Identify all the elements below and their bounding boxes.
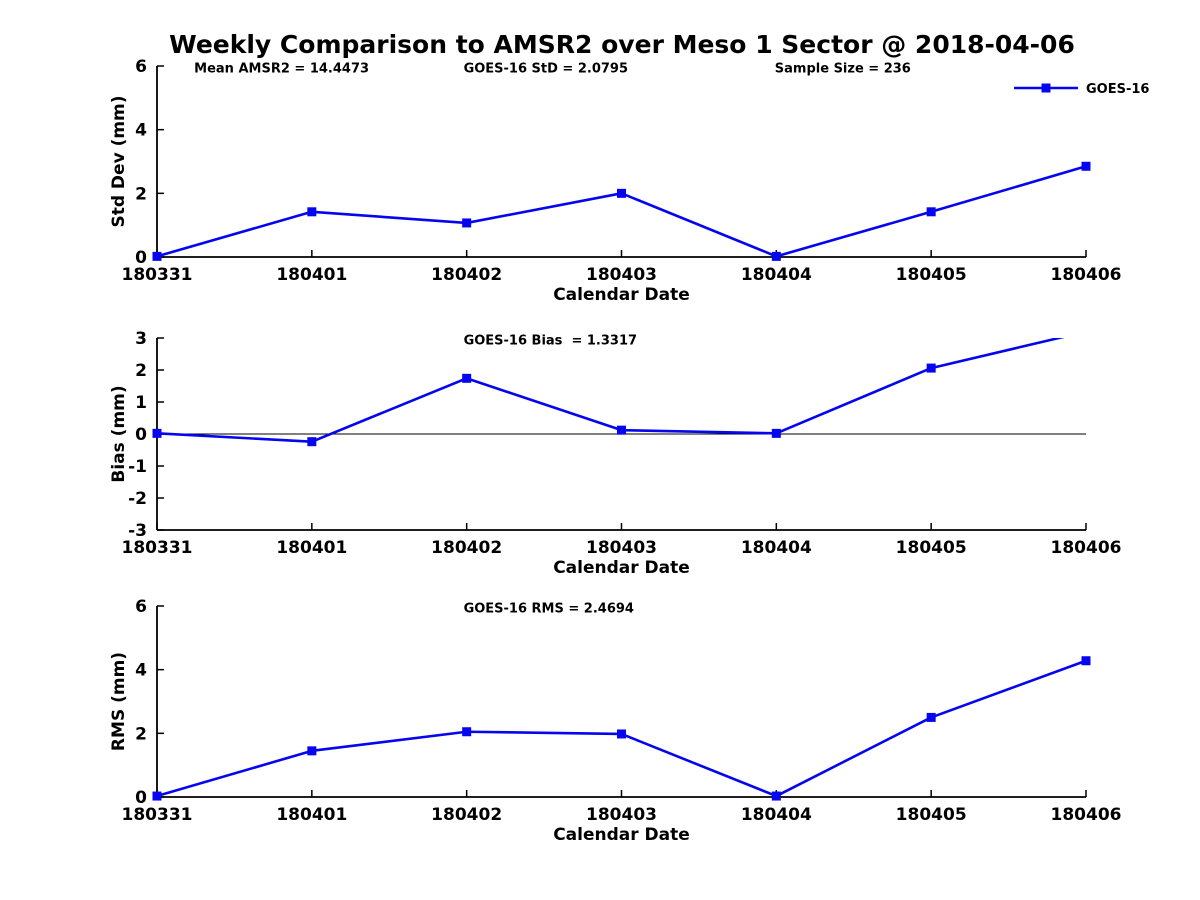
data-point-marker [462,218,472,228]
data-point-marker [771,251,781,261]
x-tick-label: 180403 [586,538,657,558]
figure-title: Weekly Comparison to AMSR2 over Meso 1 S… [169,30,1075,59]
y-tick-label: -3 [128,521,147,541]
y-tick-label: 3 [135,329,147,349]
stat-annotation: Mean AMSR2 = 14.4473 [194,62,369,77]
stat-annotation: GOES-16 StD = 2.0795 [464,62,628,77]
x-tick-label: 180406 [1051,538,1122,558]
x-tick-label: 180405 [896,265,967,285]
x-tick-label: 180402 [431,805,502,825]
y-tick-label: 2 [135,724,147,744]
subplot-std-dev: 0 2 4 6 180331 180401 180402 180403 180404 180405… [109,57,1149,305]
y-tick-label: 2 [135,184,147,204]
data-point-marker [152,428,162,438]
subplots-group: 0 2 4 6 180331 180401 180402 180403 180404 180405… [109,57,1149,845]
data-point-marker [152,791,162,801]
y-tick-label: -2 [128,489,147,509]
y-tick-label: 6 [135,57,147,77]
data-point-marker [771,428,781,438]
data-point-marker [1081,656,1091,666]
data-point-marker [307,746,317,756]
data-point-marker [307,207,317,217]
subplot-rms: 0 2 4 6 180331 180401 180402 180403 180404 180405… [109,597,1121,845]
x-tick-label: 180406 [1051,265,1122,285]
x-tick-label: 180401 [276,265,347,285]
data-point-marker [462,727,472,737]
x-tick-label: 180406 [1051,805,1122,825]
x-tick-label: 180401 [276,538,347,558]
x-tick-label: 180403 [586,805,657,825]
y-tick-label: 6 [135,597,147,617]
x-tick-label: 180331 [122,805,193,825]
data-point-marker [152,251,162,261]
y-tick-label: -1 [128,457,147,477]
y-tick-label: 4 [135,661,147,681]
y-tick-label: 0 [135,248,147,268]
x-axis-label: Calendar Date [553,558,690,578]
subplot-bias: -3 -2 -1 0 1 2 3 180331 180401 180402 180403 180404… [109,329,1121,578]
y-axis-label: Bias (mm) [109,385,129,482]
x-tick-label: 180405 [896,805,967,825]
x-tick-label: 180401 [276,805,347,825]
data-line [156,659,1087,798]
x-axis-label: Calendar Date [553,285,690,305]
x-tick-label: 180403 [586,265,657,285]
data-point-marker [462,373,472,383]
data-point-marker [926,207,936,217]
data-point-marker [617,188,626,198]
legend: GOES-16 [1014,82,1149,97]
data-point-marker [307,437,317,447]
y-tick-label: 1 [135,393,147,413]
stat-annotation: GOES-16 Bias = 1.3317 [464,334,638,349]
data-point-marker [771,791,781,801]
data-point-marker [617,425,626,435]
data-line [156,165,1087,258]
legend-marker [1041,83,1051,93]
stat-annotation: Sample Size = 236 [775,62,911,77]
y-tick-label: 4 [135,121,147,141]
x-tick-label: 180404 [741,265,812,285]
x-tick-label: 180331 [122,265,193,285]
stat-annotation: GOES-16 RMS = 2.4694 [464,602,634,617]
y-axis-label: RMS (mm) [109,652,129,751]
legend-label: GOES-16 [1086,82,1149,97]
data-point-marker [617,729,626,739]
x-tick-label: 180402 [431,265,502,285]
y-tick-label: 0 [135,788,147,808]
x-tick-label: 180402 [431,538,502,558]
x-tick-label: 180405 [896,538,967,558]
x-axis-label: Calendar Date [553,825,690,845]
x-tick-label: 180404 [741,538,812,558]
data-point-marker [926,712,936,722]
data-point-marker [1081,161,1091,171]
y-tick-label: 2 [135,361,147,381]
y-tick-label: 0 [135,425,147,445]
x-tick-label: 180331 [122,538,193,558]
x-tick-label: 180404 [741,805,812,825]
data-point-marker [926,363,936,373]
y-axis-label: Std Dev (mm) [109,95,129,227]
